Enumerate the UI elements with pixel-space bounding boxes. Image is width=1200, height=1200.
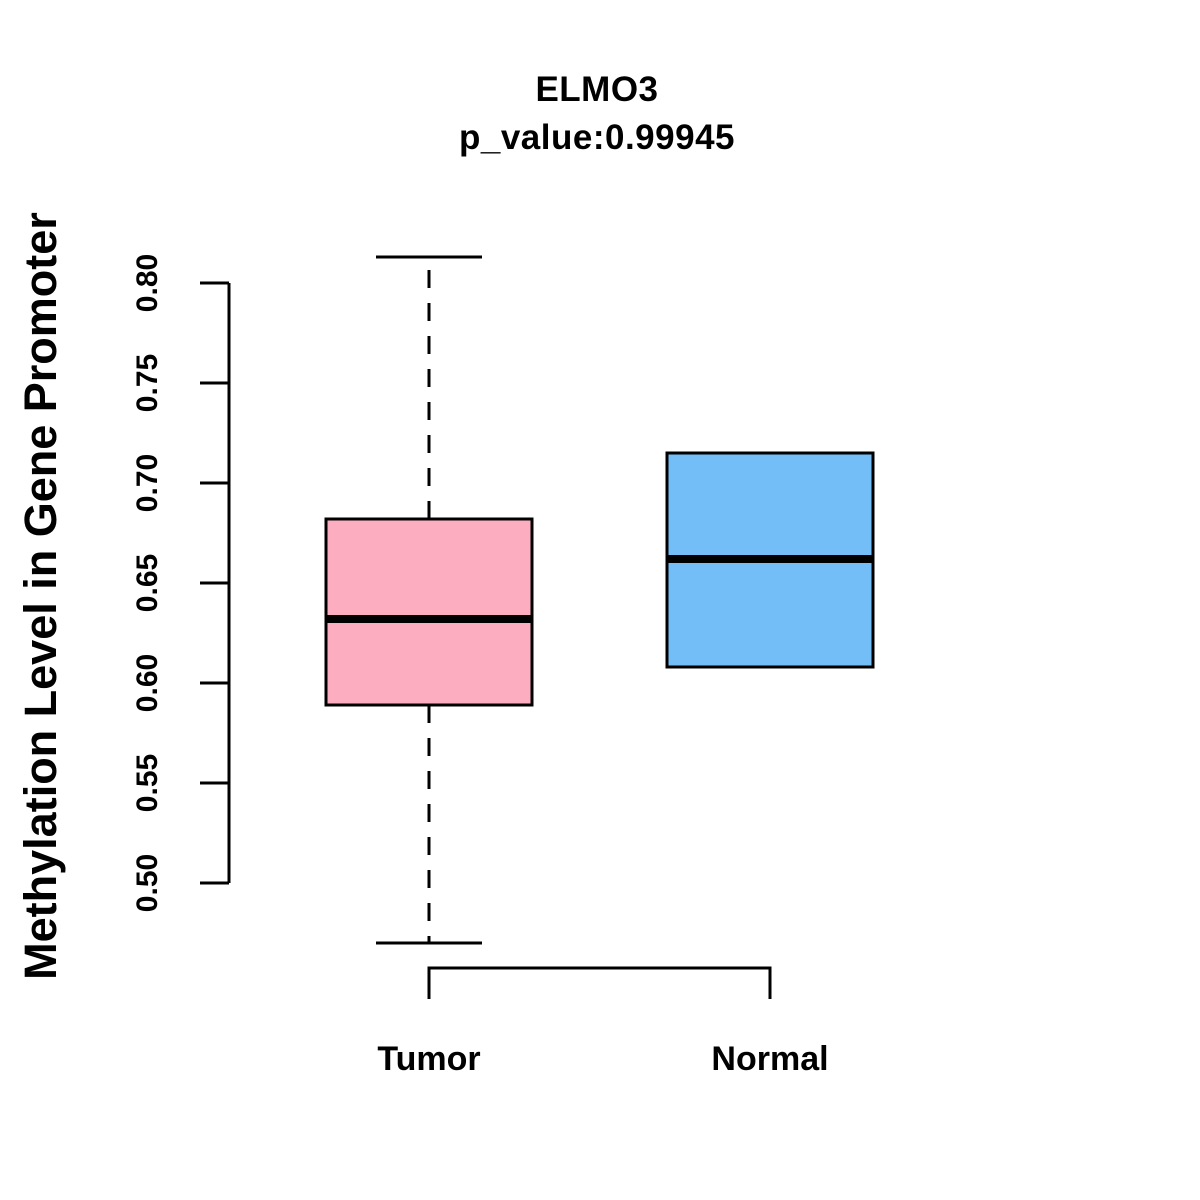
y-axis-tick-label: 0.55 (131, 754, 164, 812)
y-axis-tick-label: 0.60 (131, 654, 164, 712)
y-axis-tick-label: 0.50 (131, 854, 164, 912)
y-axis-tick-label: 0.75 (131, 354, 164, 412)
category-label-normal: Normal (711, 1040, 828, 1078)
chart-title: ELMO3 (535, 70, 659, 109)
chart-title-block: ELMO3 p_value:0.99945 (0, 66, 1194, 162)
tumor-box (324, 517, 534, 707)
y-axis-tick-label: 0.70 (131, 454, 164, 512)
chart-pvalue-subtitle: p_value:0.99945 (458, 118, 735, 157)
x-axis-bracket (427, 966, 772, 999)
y-axis-tick-label: 0.65 (131, 554, 164, 612)
category-label-tumor: Tumor (377, 1040, 480, 1078)
y-axis-tick-label: 0.80 (131, 254, 164, 312)
